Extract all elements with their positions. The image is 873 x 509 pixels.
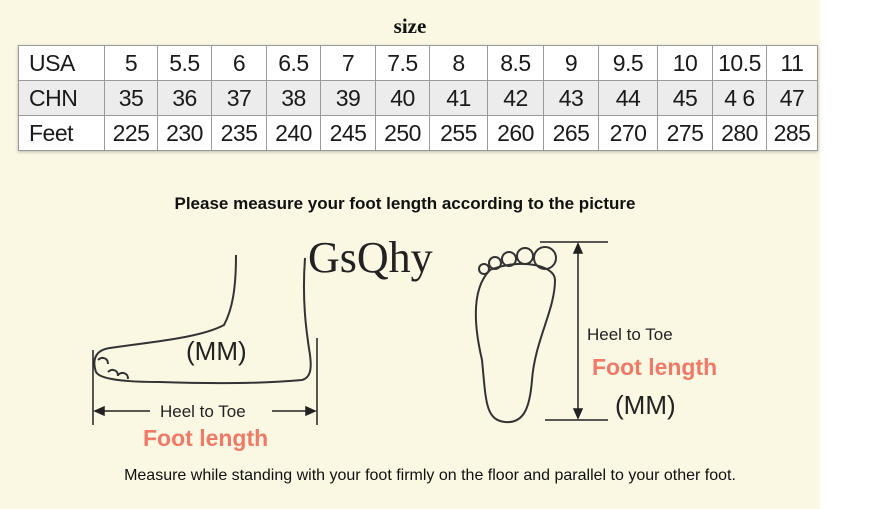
table-cell: 47 [766,80,818,116]
table-cell: 250 [375,115,430,151]
table-cell: 8 [429,45,488,81]
top-dimension-line [540,241,608,421]
table-cell: 240 [266,115,321,151]
brand-logo: GsQhy [308,233,433,282]
table-row: Feet 225 230 235 240 245 250 255 260 265 270 275 280… [18,115,818,151]
top-unit-label: (MM) [615,390,676,420]
table-cell: 260 [487,115,544,151]
row-label: USA [18,45,105,81]
size-table: USA 5 5.5 6 6.5 7 7.5 8 8.5 9 9.5 10 10.5 11 CHN 35 36 37… [18,45,818,151]
instruction-text: Please measure your foot length accordin… [174,194,636,213]
top-foot-drawing [474,246,557,424]
top-foot-length-label: Foot length [592,354,718,380]
table-cell: 45 [657,80,713,116]
table-cell: 35 [104,80,158,116]
side-dimension-line [92,338,318,425]
top-heel-to-toe-label: Heel to Toe [587,325,673,344]
table-cell: 255 [429,115,488,151]
table-cell: 41 [429,80,488,116]
table-cell: 39 [320,80,376,116]
measure-note: Measure while standing with your foot fi… [124,467,736,484]
table-cell: 265 [543,115,599,151]
chart-title: size [393,14,427,38]
table-cell: 10.5 [712,45,767,81]
row-label: Feet [18,115,105,151]
side-heel-to-toe-label: Heel to Toe [160,402,246,421]
side-foot-length-label: Foot length [143,425,269,451]
table-row: USA 5 5.5 6 6.5 7 7.5 8 8.5 9 9.5 10 10.5 11 [18,45,818,81]
table-cell: 6.5 [266,45,321,81]
table-cell: 235 [211,115,267,151]
table-cell: 9.5 [598,45,658,81]
table-cell: 7 [320,45,376,81]
side-foot-drawing [93,254,312,385]
table-cell: 230 [157,115,212,151]
table-row: CHN 35 36 37 38 39 40 41 42 43 44 45 4 6 47 [18,80,818,116]
table-cell: 8.5 [487,45,544,81]
row-label: CHN [18,80,105,116]
table-cell: 36 [157,80,212,116]
table-cell: 43 [543,80,599,116]
table-cell: 4 6 [712,80,767,116]
table-cell: 11 [766,45,818,81]
table-cell: 44 [598,80,658,116]
table-cell: 275 [657,115,713,151]
table-cell: 245 [320,115,376,151]
table-cell: 280 [712,115,767,151]
side-unit-label: (MM) [186,336,247,366]
table-cell: 5 [104,45,158,81]
table-cell: 285 [766,115,818,151]
